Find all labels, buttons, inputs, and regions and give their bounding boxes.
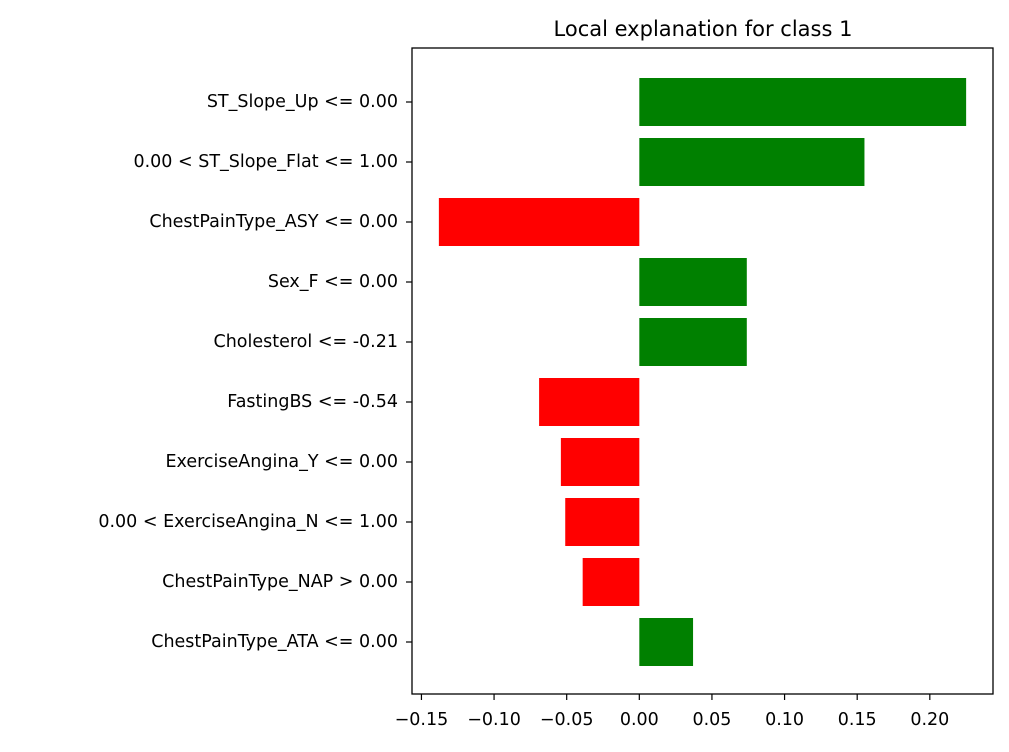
- y-tick-label: 0.00 < ExerciseAngina_N <= 1.00: [98, 512, 398, 532]
- x-tick-label: −0.10: [467, 710, 521, 730]
- bar-fastingbs-0-54: [539, 378, 640, 426]
- y-axis: ST_Slope_Up <= 0.00 0.00 < ST_Slope_Flat …: [98, 92, 412, 652]
- x-axis: −0.15 −0.10 −0.05 0.00 0.05 0.10 0.15 0.20: [395, 694, 949, 730]
- x-tick-label: 0.10: [765, 710, 804, 730]
- y-tick-label: FastingBS <= -0.54: [227, 392, 398, 412]
- x-tick-label: 0.15: [838, 710, 877, 730]
- bar-sex-f-0-00: [639, 258, 747, 306]
- chart-title: Local explanation for class 1: [554, 17, 853, 41]
- y-tick-label: ChestPainType_NAP > 0.00: [162, 572, 398, 592]
- y-tick-label: 0.00 < ST_Slope_Flat <= 1.00: [133, 152, 398, 172]
- bar-0-00-st-slope-flat-1-00: [639, 138, 865, 186]
- y-tick-label: Sex_F <= 0.00: [268, 272, 398, 292]
- x-tick-label: 0.20: [910, 710, 949, 730]
- y-tick-label: ExerciseAngina_Y <= 0.00: [165, 452, 398, 472]
- y-tick-label: ChestPainType_ATA <= 0.00: [151, 632, 398, 652]
- bar-exerciseangina-y-0-00: [560, 438, 640, 486]
- bar-chestpaintype-ata-0-00: [639, 618, 694, 666]
- x-tick-label: −0.05: [540, 710, 594, 730]
- bars-group: [438, 78, 967, 666]
- x-tick-label: 0.00: [620, 710, 659, 730]
- y-tick-label: ST_Slope_Up <= 0.00: [207, 92, 398, 112]
- plot-frame: [411, 47, 994, 695]
- bar-chestpaintype-asy-0-00: [438, 198, 640, 246]
- y-tick-label: Cholesterol <= -0.21: [213, 332, 398, 352]
- x-tick-label: −0.15: [395, 710, 449, 730]
- bar-st-slope-up-0-00: [639, 78, 967, 126]
- x-tick-label: 0.05: [692, 710, 731, 730]
- bar-chestpaintype-nap-0-00: [582, 558, 640, 606]
- y-tick-label: ChestPainType_ASY <= 0.00: [149, 212, 398, 232]
- bar-0-00-exerciseangina-n-1-00: [565, 498, 640, 546]
- bar-cholesterol-0-21: [639, 318, 747, 366]
